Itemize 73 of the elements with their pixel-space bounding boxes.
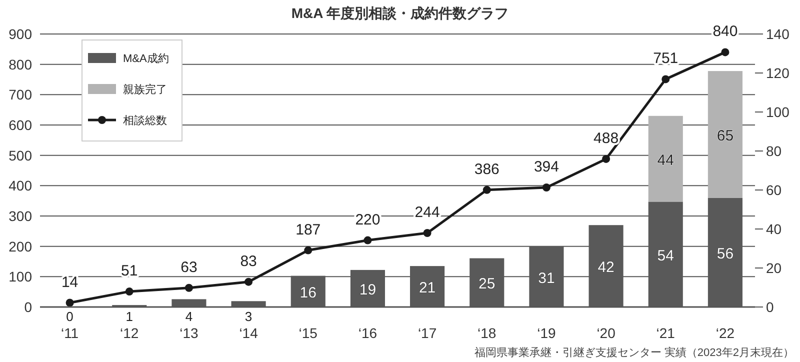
- y2-tick-label: 140: [766, 26, 790, 42]
- data-label: 63: [180, 258, 198, 276]
- y-tick-label: 100: [8, 268, 32, 285]
- data-label: 4: [185, 309, 193, 324]
- y-tick-label: 0: [24, 299, 32, 315]
- data-label: 187: [296, 221, 321, 238]
- data-label: 54: [657, 247, 674, 264]
- data-label: 19: [359, 281, 376, 298]
- data-label: 44: [657, 152, 674, 169]
- data-label: 14: [61, 274, 78, 291]
- point: [304, 246, 312, 254]
- x-tick-label: ‘12: [120, 325, 139, 341]
- data-label: 42: [598, 259, 614, 276]
- x-tick-label: ‘17: [418, 325, 437, 341]
- data-label: 16: [300, 284, 316, 302]
- legend-label: 親族完了: [123, 83, 167, 96]
- bar: [708, 71, 742, 198]
- y2-tick-label: 80: [766, 143, 782, 159]
- chart-title: M&A 年度別相談・成約件数グラフ: [291, 5, 509, 21]
- y-tick-label: 800: [8, 56, 32, 72]
- data-label: 83: [240, 252, 257, 270]
- point: [542, 183, 550, 192]
- y-tick-label: 500: [8, 147, 32, 164]
- x-tick-label: ‘21: [656, 325, 676, 341]
- x-tick-label: ‘14: [239, 325, 258, 341]
- data-label: 386: [474, 160, 500, 178]
- y-tick-label: 600: [8, 117, 32, 133]
- x-tick-label: ‘16: [358, 325, 378, 341]
- legend-label: 相談総数: [123, 114, 167, 127]
- point: [662, 75, 670, 84]
- y-tick-label: 400: [8, 178, 32, 194]
- point: [244, 278, 253, 286]
- y2-tick-label: 40: [766, 221, 782, 237]
- x-tick-label: ‘22: [716, 325, 735, 341]
- x-tick-label: ‘19: [537, 325, 556, 341]
- bar: [648, 116, 683, 202]
- data-label: 220: [355, 211, 380, 228]
- point: [602, 154, 610, 163]
- text: 福岡県事業承継・引継ぎ支援センター 実績（2023年2月末現在）: [474, 346, 794, 359]
- data-label: 3: [244, 309, 252, 324]
- y2-tick-label: 20: [766, 260, 782, 276]
- y2-tick-label: 120: [766, 65, 790, 81]
- point: [125, 288, 134, 296]
- y2-tick-label: 100: [766, 104, 790, 120]
- y2-tick-label: 0: [766, 299, 774, 315]
- legend-label: M&A成約: [123, 52, 169, 65]
- point: [184, 284, 193, 292]
- data-label: 488: [594, 130, 619, 147]
- data-label: 21: [418, 280, 436, 297]
- x-tick-label: ‘18: [478, 325, 496, 341]
- data-label: 394: [534, 158, 559, 176]
- y-tick-label: 300: [8, 208, 32, 224]
- data-label: 65: [716, 127, 734, 144]
- point: [364, 236, 372, 244]
- data-label: 56: [716, 245, 734, 262]
- data-label: 51: [121, 262, 138, 280]
- y-tick-label: 700: [8, 86, 32, 103]
- data-label: 1: [126, 309, 133, 324]
- y-tick-label: 200: [8, 238, 32, 254]
- x-tick-label: ‘13: [180, 325, 199, 341]
- data-label: 0: [66, 309, 74, 324]
- point: [482, 186, 491, 194]
- x-tick-label: ‘11: [60, 325, 79, 341]
- x-tick-label: ‘20: [596, 325, 616, 341]
- y2-tick-label: 60: [766, 182, 782, 198]
- x-tick-label: ‘15: [298, 325, 318, 341]
- point: [721, 48, 730, 56]
- point: [423, 228, 432, 237]
- data-label: 751: [653, 50, 678, 68]
- data-label: 25: [478, 276, 496, 293]
- data-label: 31: [538, 270, 555, 287]
- y-tick-label: 900: [8, 26, 32, 42]
- point: [66, 298, 74, 307]
